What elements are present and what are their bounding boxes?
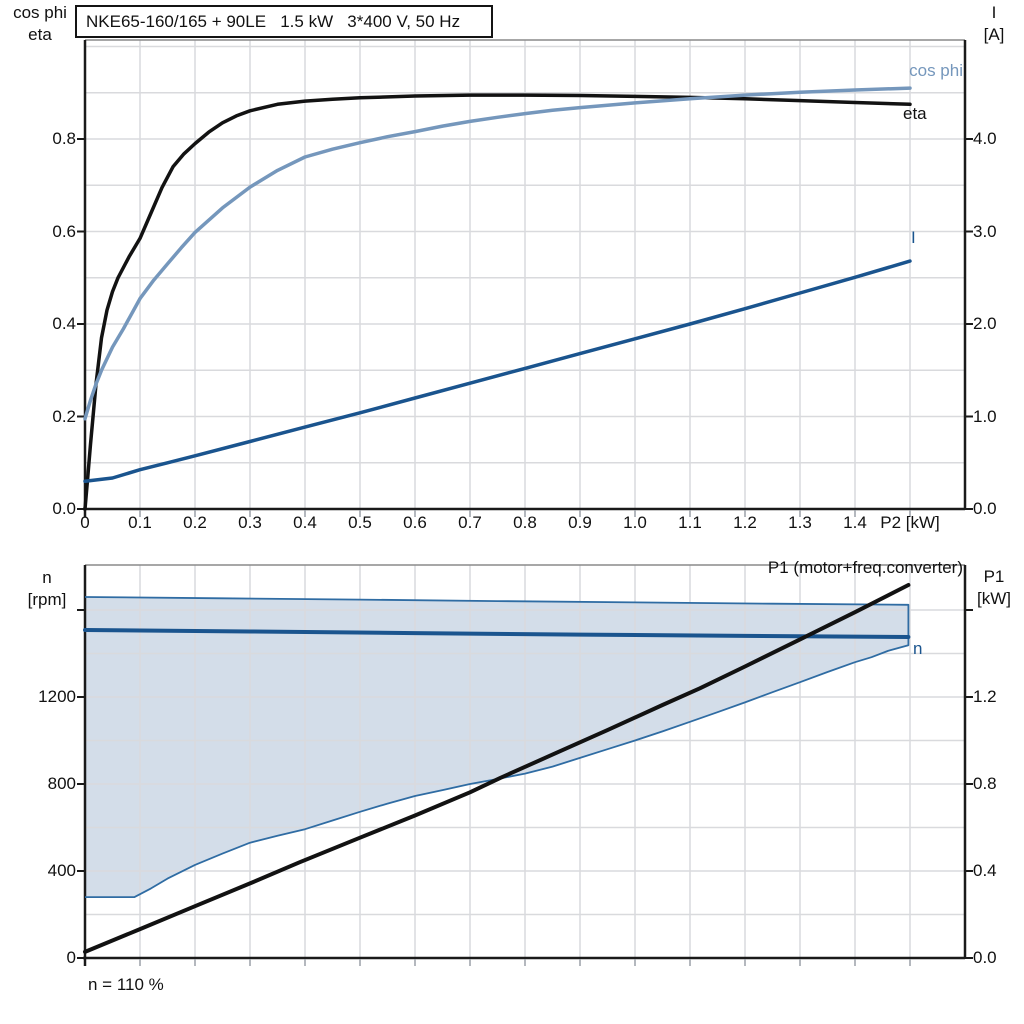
left-axis-tick-label: 800	[47, 774, 76, 793]
x-axis-tick-label: 0.9	[568, 513, 592, 532]
x-axis-tick-label: 1.0	[623, 513, 647, 532]
right-axis-tick-label: 3.0	[973, 221, 997, 241]
p1-curve	[83, 583, 911, 954]
right-axis-tick-label: 2.0	[973, 314, 997, 333]
chart-title: NKE65-160/165 + 90LE 1.5 kW 3*400 V, 50 …	[86, 11, 461, 31]
eta-curve-label: eta	[903, 104, 927, 123]
current-axis-label: I	[991, 3, 997, 22]
bottom-left-axis-title: n [rpm]	[5, 567, 89, 611]
x-axis-tick-label: 1.3	[788, 513, 812, 532]
x-axis-tick-label: 0.7	[458, 513, 482, 532]
x-axis-tick-label: 0.3	[238, 513, 262, 532]
x-axis-tick-label: 1.2	[733, 513, 757, 532]
right-axis-tick-label: 1.0	[973, 406, 997, 426]
right-axis-tick-label: 0.0	[973, 499, 997, 518]
eta-curve	[83, 93, 912, 511]
x-axis-tick-label: 0.1	[128, 513, 152, 532]
p1-unit-label: [kW]	[977, 589, 1011, 608]
x-axis-tick-label: 0.8	[513, 513, 537, 532]
speed-axis-label: n	[42, 568, 52, 587]
operating-envelope-outline	[84, 596, 910, 898]
left-axis-tick-label: 0.2	[52, 406, 76, 426]
x-axis-tick-label: 0.6	[403, 513, 427, 532]
speed-unit-label: [rpm]	[27, 590, 67, 609]
speed-curve-label: n	[913, 639, 923, 658]
speed-setting-footnote: n = 110 %	[88, 975, 164, 994]
left-axis-tick-label: 1200	[38, 687, 76, 706]
right-axis-tick-label: 1.2	[973, 687, 997, 706]
x-axis-tick-label: 1.1	[678, 513, 702, 532]
operating-envelope-fill	[85, 597, 909, 898]
x-axis-tick-label: 0.5	[348, 513, 372, 532]
p1-curve-label: P1 (motor+freq.converter)	[767, 558, 963, 577]
top-left-axis-title: cos phi eta	[0, 2, 80, 46]
left-axis-tick-label: 400	[47, 861, 76, 880]
right-axis-tick-label: 0.4	[973, 861, 997, 880]
x-axis-tick-label: 0.4	[293, 513, 317, 532]
top-right-axis-title: I [A]	[968, 2, 1020, 46]
cos-phi-axis-label: cos phi	[13, 3, 67, 22]
current-curve-label: I	[911, 228, 916, 247]
cos-phi-curve-label: cos phi	[909, 61, 963, 80]
left-axis-tick-label: 0.8	[52, 129, 76, 148]
p1-axis-label: P1	[983, 567, 1005, 586]
right-axis-tick-label: 0.8	[973, 774, 997, 793]
bottom-right-axis-title: P1 [kW]	[967, 566, 1021, 610]
x-axis-tick-label: 0.2	[183, 513, 207, 532]
current-unit-label: [A]	[983, 25, 1005, 44]
x-axis-tick-label: 1.4	[843, 513, 867, 532]
left-axis-tick-label: 0.0	[52, 499, 76, 518]
right-axis-tick-label: 4.0	[973, 129, 997, 148]
x-axis-tick-label: 0	[80, 513, 90, 532]
speed-curve	[83, 628, 911, 639]
x-axis-unit-label: P2 [kW]	[880, 513, 940, 532]
current-curve	[83, 259, 912, 484]
left-axis-tick-label: 0	[66, 948, 76, 967]
eta-axis-label: eta	[28, 25, 52, 44]
right-axis-tick-label: 0.0	[973, 948, 997, 967]
chart-title-box: NKE65-160/165 + 90LE 1.5 kW 3*400 V, 50 …	[75, 5, 493, 38]
left-axis-tick-label: 0.6	[52, 221, 76, 241]
cos-phi-curve	[83, 86, 912, 421]
left-axis-tick-label: 0.4	[52, 314, 76, 333]
